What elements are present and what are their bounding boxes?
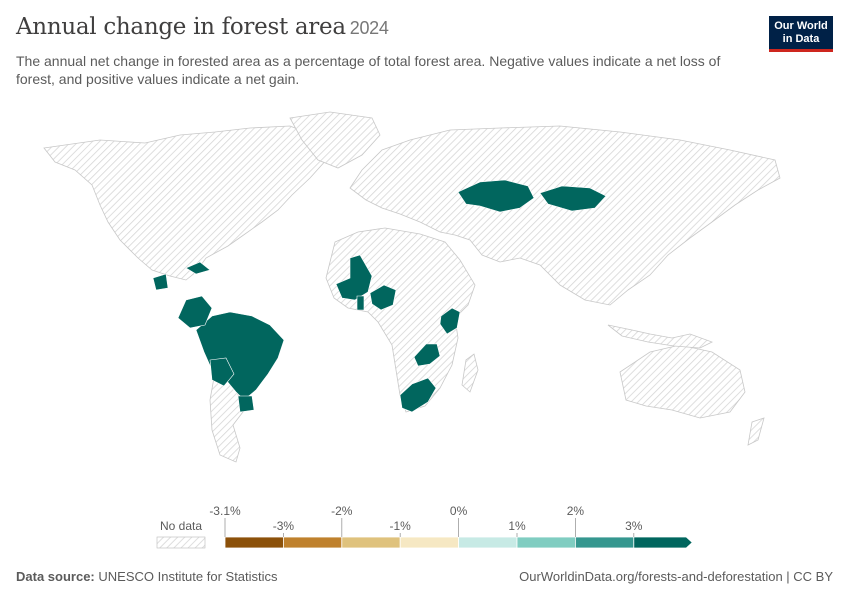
legend-tick-bottom: 3% — [625, 519, 643, 533]
data-source: Data source: UNESCO Institute for Statis… — [16, 569, 278, 584]
legend-bin[interactable] — [517, 537, 575, 548]
map-legend: No data -3.1% -2% 0% 2% -3% -1% 1% 3% — [0, 500, 720, 560]
owid-logo[interactable]: Our World in Data — [769, 16, 833, 52]
legend-tick-labels: -3.1% -2% 0% 2% -3% -1% 1% 3% — [209, 504, 642, 537]
legend-bin[interactable] — [225, 537, 283, 548]
world-map — [0, 100, 850, 470]
legend-bin[interactable] — [400, 537, 458, 548]
australia[interactable] — [620, 345, 745, 418]
chart-year: 2024 — [350, 18, 389, 38]
country-uruguay[interactable] — [238, 396, 254, 412]
legend-bin[interactable] — [575, 537, 633, 548]
legend-no-data-label: No data — [160, 519, 202, 533]
country-brazil[interactable] — [196, 312, 284, 400]
logo-line1: Our World — [769, 20, 833, 33]
credit-link[interactable]: OurWorldinData.org/forests-and-deforesta… — [519, 569, 833, 584]
legend-tick-top: 2% — [567, 504, 585, 518]
data-source-label: Data source: — [16, 569, 95, 584]
country-guatemala[interactable] — [153, 274, 168, 290]
chart-subtitle: The annual net change in forested area a… — [16, 52, 746, 88]
legend-tick-bottom: -3% — [273, 519, 295, 533]
legend-color-bins — [225, 537, 692, 548]
madagascar[interactable] — [462, 354, 478, 392]
data-source-text: UNESCO Institute for Statistics — [98, 569, 277, 584]
legend-tick-bottom: 1% — [508, 519, 526, 533]
legend-tick-top: -2% — [331, 504, 353, 518]
legend-bin[interactable] — [459, 537, 517, 548]
north-america[interactable] — [44, 126, 328, 280]
legend-bin[interactable] — [283, 537, 341, 548]
legend-no-data-swatch — [157, 537, 205, 548]
legend-tick-top: 0% — [450, 504, 468, 518]
legend-bin[interactable] — [342, 537, 400, 548]
country-ghana[interactable] — [357, 296, 364, 310]
legend-tick-top: -3.1% — [209, 504, 241, 518]
legend-tick-bottom: -1% — [390, 519, 412, 533]
legend-bin[interactable] — [634, 537, 692, 548]
new-zealand[interactable] — [748, 418, 764, 445]
indonesia[interactable] — [608, 325, 712, 348]
chart-title: Annual change in forest area 2024 — [16, 14, 389, 40]
logo-line2: in Data — [769, 33, 833, 46]
